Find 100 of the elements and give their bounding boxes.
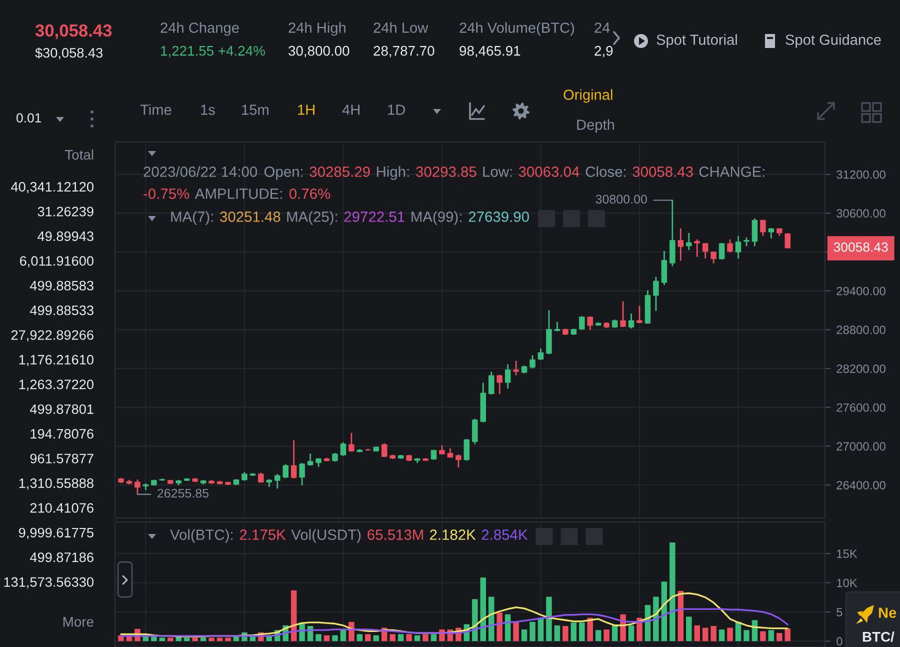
bar bbox=[216, 638, 223, 642]
text: 4H bbox=[342, 104, 360, 115]
annotation: Low: bbox=[483, 166, 512, 177]
text: Ne bbox=[878, 608, 896, 618]
bar bbox=[604, 629, 610, 642]
bar bbox=[784, 628, 791, 642]
bar bbox=[365, 634, 371, 642]
y-tick-label: 28200.00 bbox=[836, 364, 886, 373]
candlestick bbox=[686, 232, 692, 251]
bar bbox=[686, 616, 692, 642]
text: 98,465.91 bbox=[460, 46, 520, 58]
bar bbox=[546, 596, 552, 642]
candlestick bbox=[430, 449, 437, 460]
candlestick bbox=[579, 315, 585, 331]
candlestick bbox=[496, 374, 502, 395]
bar bbox=[192, 638, 198, 642]
bar bbox=[398, 634, 404, 642]
annotation: 30058.43 bbox=[632, 166, 693, 177]
text: 31.26239 bbox=[38, 206, 94, 216]
annotation: 26255.85 bbox=[158, 488, 209, 498]
text: 24h Volume(BTC) bbox=[460, 22, 574, 36]
bar bbox=[373, 635, 380, 642]
bar bbox=[587, 618, 593, 642]
bar bbox=[670, 542, 676, 642]
candlestick bbox=[760, 218, 766, 237]
y-tick-label: 5 bbox=[836, 608, 842, 616]
candlestick bbox=[702, 242, 708, 260]
candlestick bbox=[464, 438, 470, 462]
candlestick bbox=[727, 238, 733, 254]
bar bbox=[768, 630, 774, 642]
bar bbox=[414, 635, 420, 642]
annotation: 2.175K bbox=[240, 530, 286, 540]
bar bbox=[406, 634, 412, 642]
annotation: AMPLITUDE: bbox=[194, 188, 282, 199]
text: 24h Change bbox=[160, 22, 239, 36]
bar bbox=[562, 626, 568, 642]
candlestick bbox=[587, 316, 593, 331]
bar bbox=[225, 638, 231, 642]
text: 15m bbox=[242, 104, 268, 115]
candlestick bbox=[735, 235, 742, 260]
text: BTC/ bbox=[862, 632, 894, 642]
annotation: Vol(USDT) bbox=[291, 529, 361, 543]
candlestick bbox=[513, 360, 519, 376]
bar bbox=[760, 631, 766, 642]
bar bbox=[480, 577, 486, 642]
bar bbox=[653, 596, 659, 642]
y-tick-label: 28800.00 bbox=[836, 326, 886, 334]
text: 1s bbox=[201, 104, 215, 115]
bar bbox=[472, 599, 478, 642]
y-tick-label: 31200.00 bbox=[836, 170, 886, 179]
text: 961.57877 bbox=[30, 454, 94, 464]
text: 24h Low bbox=[374, 22, 428, 33]
bar bbox=[595, 630, 602, 642]
candlestick bbox=[694, 238, 700, 258]
candlestick bbox=[299, 462, 305, 486]
annotation: MA(7): bbox=[171, 211, 213, 225]
candlestick bbox=[661, 250, 668, 286]
text: Time bbox=[140, 104, 172, 115]
text: 0.01 bbox=[16, 113, 42, 123]
y-tick-label: 27000.00 bbox=[836, 442, 886, 451]
text: Total bbox=[64, 150, 94, 160]
candlestick bbox=[718, 242, 725, 260]
bar bbox=[554, 625, 560, 642]
annotation: 30293.85 bbox=[416, 166, 476, 177]
bar bbox=[694, 625, 700, 642]
text: Depth bbox=[577, 119, 614, 133]
candlestick bbox=[678, 228, 684, 262]
annotation: -0.75% bbox=[144, 188, 190, 199]
text: 131,573.56330 bbox=[4, 577, 94, 588]
y-tick-label: 29400.00 bbox=[836, 286, 886, 296]
text: 27,922.89266 bbox=[11, 330, 94, 342]
text: Original bbox=[564, 89, 612, 103]
text: 210.41076 bbox=[30, 503, 94, 513]
bar bbox=[390, 634, 396, 642]
candlestick bbox=[768, 227, 774, 240]
bar bbox=[718, 629, 725, 642]
line-series bbox=[120, 608, 788, 637]
text: 24h High bbox=[288, 22, 346, 36]
bar bbox=[636, 618, 642, 642]
bar bbox=[776, 632, 782, 642]
annotation: Open: bbox=[264, 166, 303, 180]
text: Spot Guidance bbox=[786, 34, 881, 48]
bar bbox=[356, 634, 363, 642]
bar bbox=[496, 612, 502, 642]
y-tick-label: 30600.00 bbox=[836, 209, 886, 218]
annotation: CHANGE: bbox=[699, 166, 764, 177]
candlestick bbox=[620, 300, 626, 328]
annotation: 27639.90 bbox=[468, 212, 529, 222]
candlestick bbox=[504, 364, 511, 390]
candlestick bbox=[274, 473, 280, 490]
candlestick bbox=[538, 348, 544, 361]
candlestick bbox=[340, 442, 346, 457]
annotation: High: bbox=[376, 166, 409, 180]
bar bbox=[332, 635, 338, 642]
candlestick bbox=[554, 321, 560, 332]
annotation: MA(99): bbox=[412, 211, 462, 225]
text: 30,800.00 bbox=[288, 46, 350, 58]
bar bbox=[521, 629, 528, 642]
bar bbox=[612, 625, 618, 642]
bar bbox=[324, 635, 330, 642]
